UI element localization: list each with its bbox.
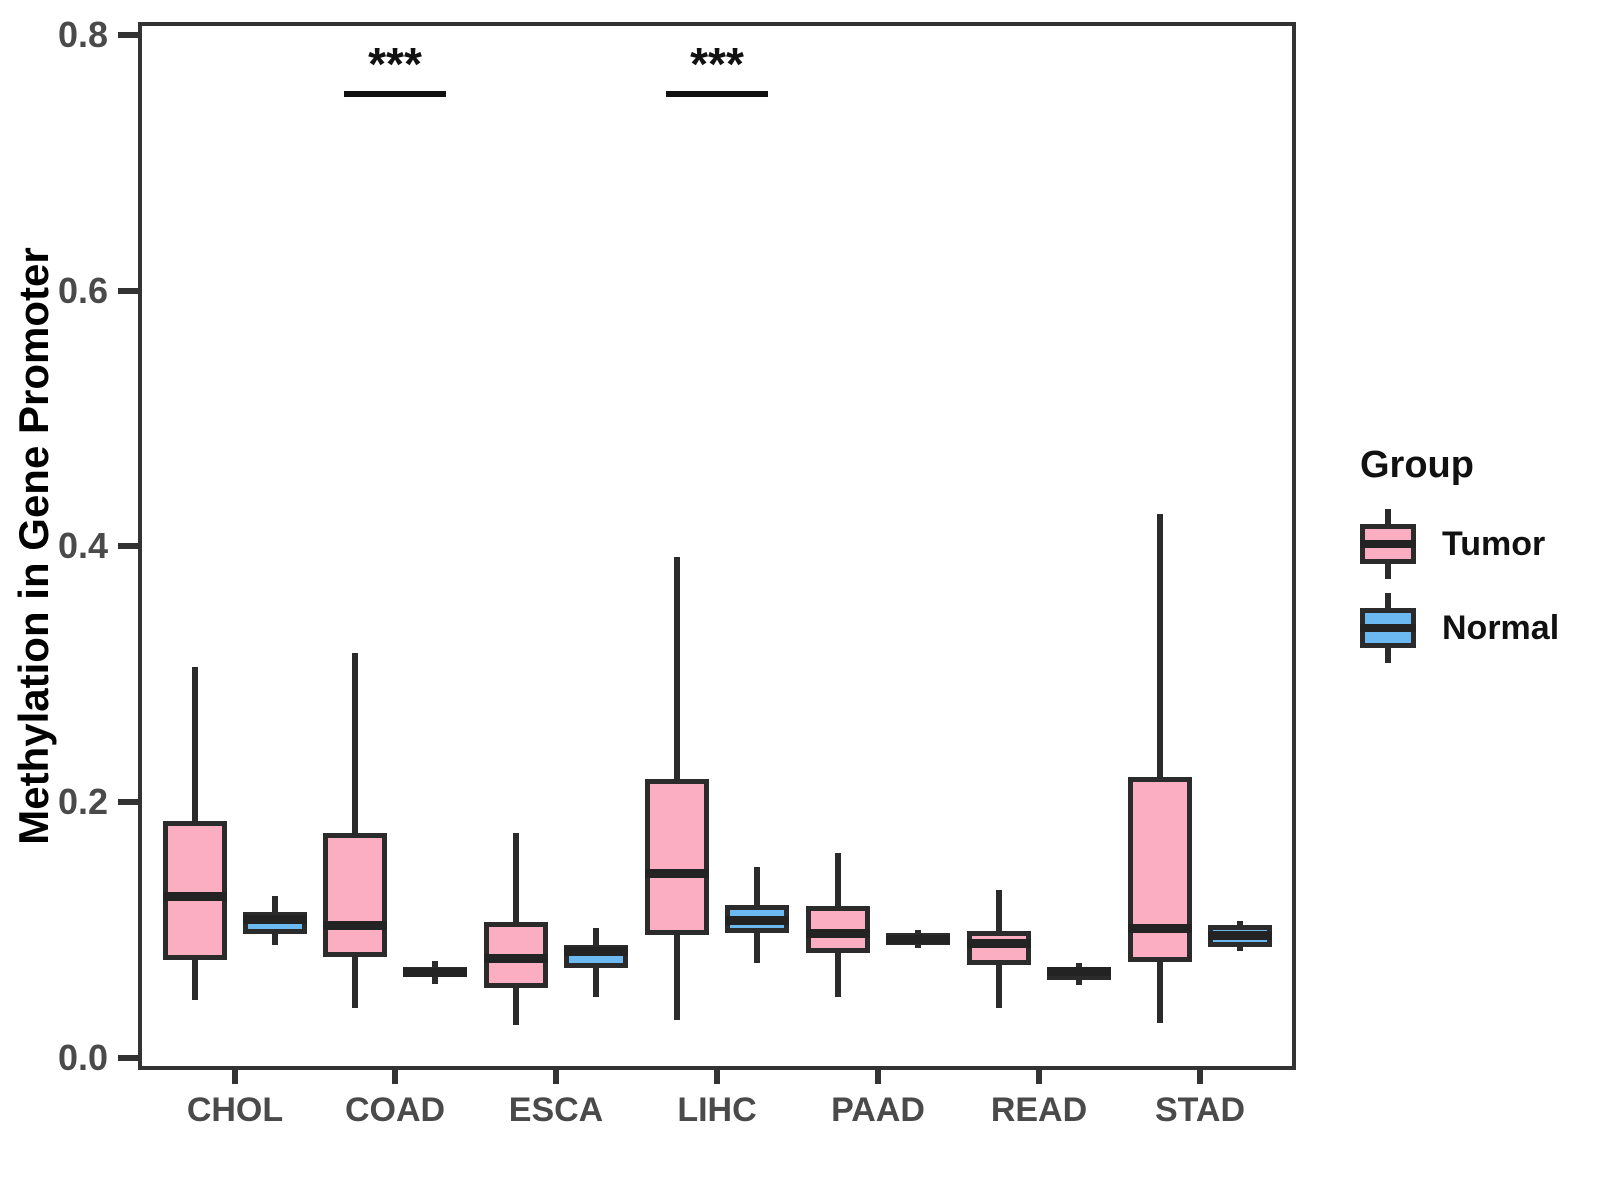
box-tumor-STAD [1128, 777, 1192, 962]
x-tick-label: READ [990, 1091, 1088, 1129]
y-tick-mark [118, 32, 138, 38]
median-normal-READ [1047, 967, 1111, 976]
x-tick-mark [714, 1070, 720, 1084]
box-tumor-READ [967, 931, 1031, 965]
x-tick-mark [875, 1070, 881, 1084]
legend: Group Tumor Normal [1360, 444, 1600, 677]
median-tumor-READ [967, 939, 1031, 948]
x-tick-mark [553, 1070, 559, 1084]
legend-item-tumor: Tumor [1360, 509, 1600, 579]
box-tumor-LIHC [645, 779, 709, 935]
whisker-tumor-COAD [352, 653, 358, 1008]
significance-label-LIHC: *** [690, 38, 744, 90]
y-tick-mark [118, 543, 138, 549]
box-tumor-CHOL [163, 821, 227, 960]
whisker-tumor-STAD [1157, 514, 1163, 1023]
legend-key-normal-boxplot-icon [1360, 593, 1416, 663]
plot-panel [138, 22, 1296, 1070]
legend-label-normal: Normal [1442, 608, 1560, 647]
x-tick-label: CHOL [186, 1091, 284, 1129]
median-tumor-LIHC [645, 869, 709, 878]
y-tick-mark [118, 288, 138, 294]
significance-bar-COAD [344, 91, 446, 97]
y-tick-label: 0.4 [57, 525, 108, 566]
legend-item-normal: Normal [1360, 593, 1600, 663]
median-tumor-COAD [323, 921, 387, 930]
x-tick-mark [232, 1070, 238, 1084]
x-tick-label: STAD [1154, 1091, 1246, 1129]
y-tick-mark [118, 1055, 138, 1061]
legend-title: Group [1360, 444, 1474, 486]
median-tumor-ESCA [484, 954, 548, 963]
median-normal-CHOL [243, 915, 307, 924]
x-tick-mark [1197, 1070, 1203, 1084]
legend-label-tumor: Tumor [1442, 524, 1546, 563]
median-normal-STAD [1208, 931, 1272, 940]
x-tick-label: LIHC [677, 1091, 757, 1129]
y-tick-mark [118, 799, 138, 805]
median-normal-LIHC [725, 916, 789, 925]
median-tumor-CHOL [163, 892, 227, 901]
x-tick-mark [1036, 1070, 1042, 1084]
box-tumor-COAD [323, 833, 387, 957]
x-tick-label: PAAD [831, 1091, 925, 1129]
legend-items: Tumor Normal [1360, 509, 1600, 663]
median-normal-COAD [403, 968, 467, 977]
y-tick-label: 0.6 [57, 270, 108, 311]
median-normal-ESCA [564, 947, 628, 956]
y-tick-label: 0.2 [57, 781, 108, 822]
y-tick-label: 0.8 [57, 14, 108, 55]
median-tumor-STAD [1128, 924, 1192, 933]
significance-bar-LIHC [666, 91, 768, 97]
x-tick-label: ESCA [508, 1091, 604, 1129]
median-tumor-PAAD [806, 929, 870, 938]
significance-label-COAD: *** [368, 38, 422, 90]
x-tick-label: COAD [344, 1091, 446, 1129]
legend-key-tumor-boxplot-icon [1360, 509, 1416, 579]
x-tick-mark [392, 1070, 398, 1084]
median-normal-PAAD [886, 935, 950, 944]
y-tick-label: 0.0 [57, 1037, 108, 1078]
